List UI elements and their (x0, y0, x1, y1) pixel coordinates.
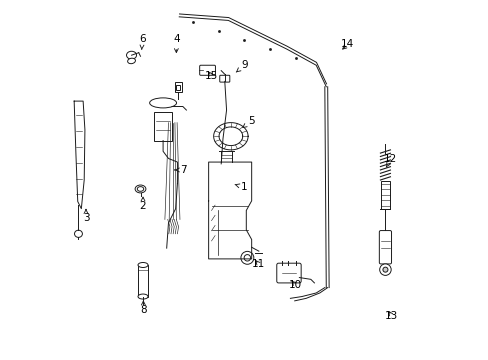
Text: 6: 6 (139, 34, 145, 50)
Ellipse shape (138, 262, 148, 267)
FancyBboxPatch shape (276, 263, 301, 283)
Bar (138, 265, 148, 297)
Text: 11: 11 (252, 259, 265, 269)
Text: 9: 9 (236, 60, 247, 72)
Ellipse shape (74, 230, 82, 237)
Bar (176, 85, 180, 90)
Ellipse shape (137, 186, 143, 191)
Bar (174, 82, 182, 92)
Text: 3: 3 (82, 210, 89, 222)
Circle shape (379, 264, 390, 275)
Ellipse shape (126, 51, 136, 59)
Ellipse shape (138, 294, 148, 299)
Text: 1: 1 (235, 182, 246, 192)
Bar (154, 112, 172, 140)
Circle shape (244, 255, 250, 261)
Text: 2: 2 (140, 197, 146, 211)
Ellipse shape (127, 58, 135, 64)
Text: 4: 4 (173, 34, 179, 53)
Text: 8: 8 (140, 301, 146, 315)
Text: 12: 12 (384, 154, 397, 167)
Text: 7: 7 (174, 165, 186, 175)
FancyBboxPatch shape (219, 75, 229, 82)
Ellipse shape (135, 185, 145, 193)
Text: 10: 10 (288, 280, 302, 290)
Ellipse shape (149, 98, 176, 108)
FancyBboxPatch shape (379, 230, 391, 264)
Circle shape (382, 267, 387, 272)
Bar (380, 181, 389, 209)
FancyBboxPatch shape (199, 65, 215, 75)
Text: 15: 15 (204, 71, 218, 81)
Text: 5: 5 (243, 116, 254, 127)
Text: 13: 13 (384, 311, 397, 320)
Circle shape (241, 251, 253, 264)
Text: 14: 14 (341, 40, 354, 49)
